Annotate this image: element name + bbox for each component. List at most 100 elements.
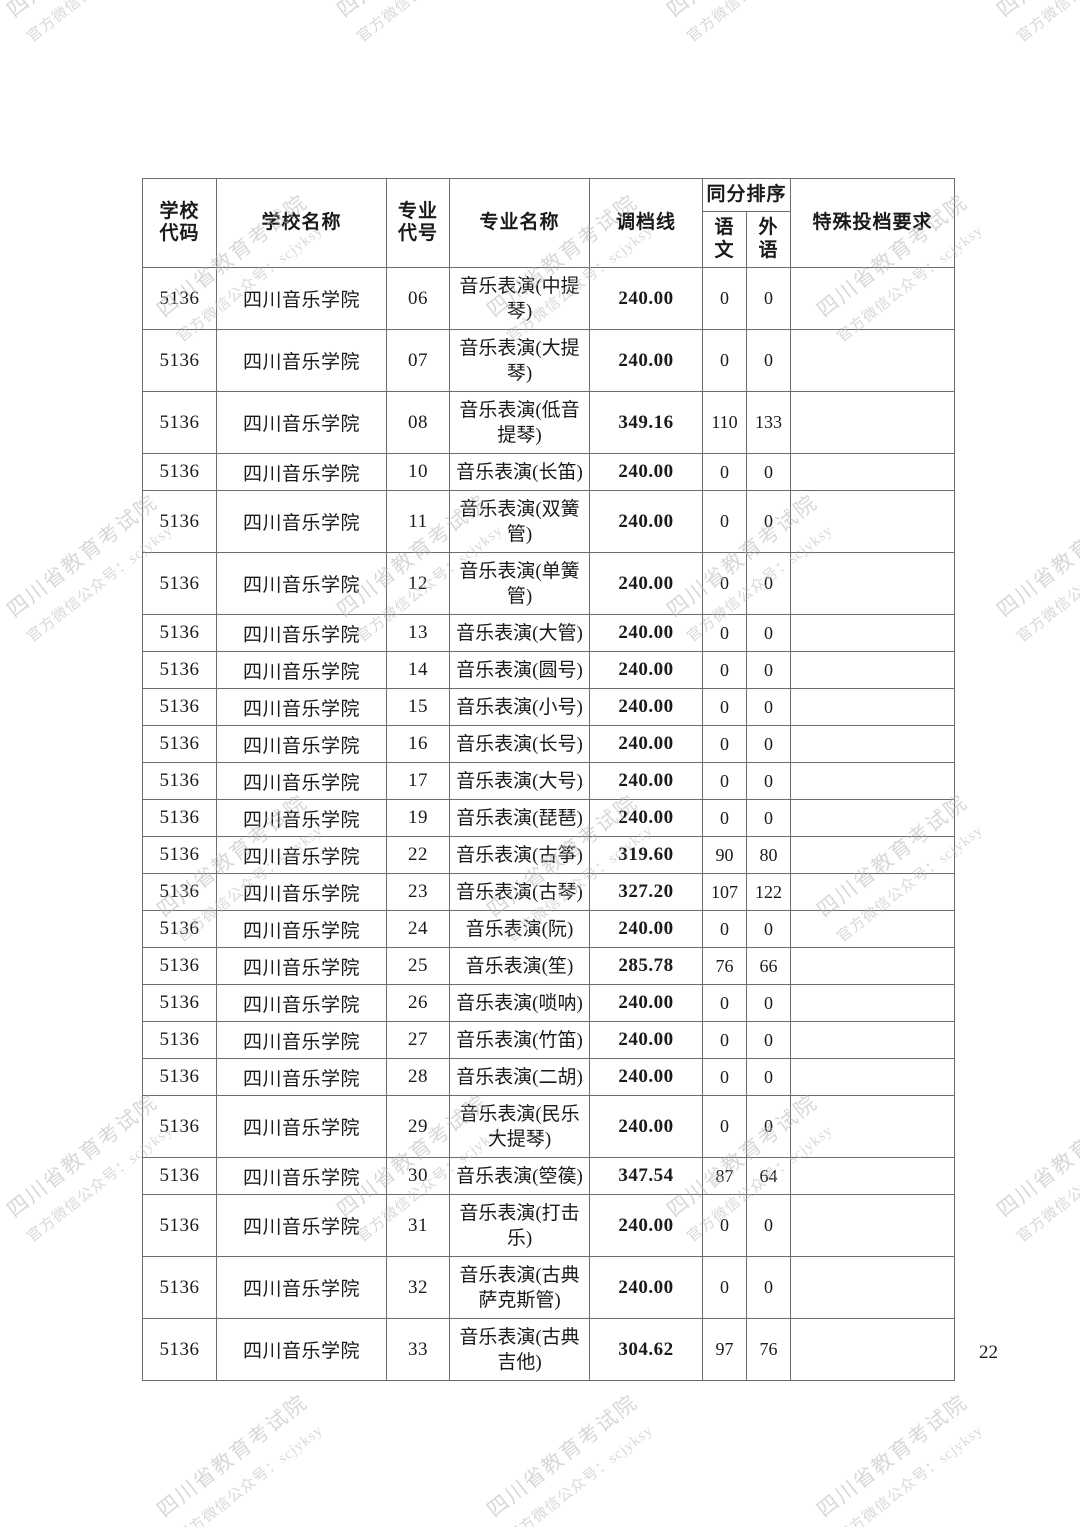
watermark-subtext: 官方微信公众号：scjyksy (1014, 1122, 1080, 1246)
cell-chinese: 0 (702, 762, 747, 801)
cell-school-code: 5136 (142, 1194, 217, 1258)
cell-special (790, 490, 956, 554)
cell-major-code: 17 (386, 762, 450, 801)
cell-special (790, 651, 956, 690)
watermark-subtext: 官方微信公众号：scjyksy (834, 1422, 987, 1527)
table-row: 5136 四川音乐学院 10 音乐表演(长笛) 240.00 0 0 (142, 453, 956, 492)
cell-score-line: 240.00 (589, 1194, 703, 1258)
cell-major-code: 16 (386, 725, 450, 764)
cell-school-code: 5136 (142, 490, 217, 554)
table-row: 5136 四川音乐学院 12 音乐表演(单簧管) 240.00 0 0 (142, 552, 956, 616)
cell-chinese: 0 (702, 552, 747, 616)
cell-score-line: 285.78 (589, 947, 703, 986)
watermark-subtext: 官方微信公众号：scjyksy (682, 0, 837, 47)
cell-school-name: 四川音乐学院 (216, 799, 387, 838)
cell-major-code: 19 (386, 799, 450, 838)
cell-score-line: 240.00 (589, 490, 703, 554)
cell-major-code: 32 (386, 1256, 450, 1320)
table-row: 5136 四川音乐学院 19 音乐表演(琵琶) 240.00 0 0 (142, 799, 956, 838)
cell-score-line: 319.60 (589, 836, 703, 875)
cell-score-line: 240.00 (589, 329, 703, 393)
watermark-subtext: 官方微信公众号：scjyksy (174, 1422, 327, 1527)
cell-chinese: 110 (702, 391, 747, 455)
cell-school-name: 四川音乐学院 (216, 1256, 387, 1320)
cell-special (790, 1021, 956, 1060)
cell-foreign: 0 (745, 688, 792, 727)
cell-major-name: 音乐表演(竹笛) (449, 1021, 590, 1060)
cell-score-line: 240.00 (589, 1256, 703, 1320)
cell-major-name: 音乐表演(长号) (449, 725, 590, 764)
cell-foreign: 0 (745, 1058, 792, 1097)
cell-score-line: 240.00 (589, 552, 703, 616)
page-number: 22 (979, 1342, 998, 1363)
table-row: 5136 四川音乐学院 22 音乐表演(古筝) 319.60 90 80 (142, 836, 956, 875)
cell-school-name: 四川音乐学院 (216, 725, 387, 764)
cell-school-name: 四川音乐学院 (216, 1318, 387, 1382)
cell-score-line: 240.00 (589, 267, 703, 331)
watermark-subtext: 官方微信公众号：scjyksy (504, 1422, 657, 1527)
cell-major-name: 音乐表演(古典吉他) (449, 1318, 590, 1382)
cell-school-name: 四川音乐学院 (216, 762, 387, 801)
table-row: 5136 四川音乐学院 30 音乐表演(箜篌) 347.54 87 64 (142, 1157, 956, 1196)
table-row: 5136 四川音乐学院 26 音乐表演(唢呐) 240.00 0 0 (142, 984, 956, 1023)
cell-school-code: 5136 (142, 552, 217, 616)
cell-major-name: 音乐表演(古琴) (449, 873, 590, 912)
cell-special (790, 725, 956, 764)
cell-special (790, 267, 956, 331)
cell-chinese: 0 (702, 1021, 747, 1060)
cell-special (790, 688, 956, 727)
cell-major-code: 13 (386, 614, 450, 653)
cell-score-line: 240.00 (589, 799, 703, 838)
cell-school-code: 5136 (142, 1058, 217, 1097)
cell-school-code: 5136 (142, 984, 217, 1023)
cell-major-name: 音乐表演(大号) (449, 762, 590, 801)
cell-chinese: 87 (702, 1157, 747, 1196)
cell-major-code: 14 (386, 651, 450, 690)
cell-major-code: 15 (386, 688, 450, 727)
table-row: 5136 四川音乐学院 31 音乐表演(打击乐) 240.00 0 0 (142, 1194, 956, 1258)
cell-major-code: 27 (386, 1021, 450, 1060)
table-row: 5136 四川音乐学院 25 音乐表演(笙) 285.78 76 66 (142, 947, 956, 986)
cell-chinese: 107 (702, 873, 747, 912)
cell-school-name: 四川音乐学院 (216, 947, 387, 986)
cell-major-code: 25 (386, 947, 450, 986)
cell-major-name: 音乐表演(二胡) (449, 1058, 590, 1097)
cell-foreign: 0 (745, 453, 792, 492)
cell-school-name: 四川音乐学院 (216, 873, 387, 912)
cell-chinese: 0 (702, 267, 747, 331)
cell-score-line: 240.00 (589, 688, 703, 727)
cell-chinese: 76 (702, 947, 747, 986)
cell-foreign: 66 (745, 947, 792, 986)
table-row: 5136 四川音乐学院 32 音乐表演(古典萨克斯管) 240.00 0 0 (142, 1256, 956, 1320)
cell-foreign: 0 (745, 762, 792, 801)
cell-school-code: 5136 (142, 614, 217, 653)
admission-score-table-container: 学校 代码 学校名称 专业 代号 专业名称 调档线 同分排序 特殊投档要求 语文… (142, 177, 956, 1382)
cell-major-code: 06 (386, 267, 450, 331)
watermark-text: 四川省教育考试院 (990, 0, 1080, 24)
cell-special (790, 1194, 956, 1258)
cell-chinese: 0 (702, 1256, 747, 1320)
table-row: 5136 四川音乐学院 06 音乐表演(中提琴) 240.00 0 0 (142, 267, 956, 331)
watermark-subtext: 官方微信公众号：scjyksy (1012, 0, 1080, 47)
cell-major-code: 29 (386, 1095, 450, 1159)
cell-major-name: 音乐表演(古典萨克斯管) (449, 1256, 590, 1320)
header-subrow: 语文 外语 (143, 211, 955, 269)
watermark-text: 四川省教育考试院 (2, 1089, 163, 1223)
cell-major-name: 音乐表演(琵琶) (449, 799, 590, 838)
cell-chinese: 0 (702, 614, 747, 653)
cell-school-name: 四川音乐学院 (216, 1194, 387, 1258)
watermark-text: 四川省教育考试院 (0, 0, 163, 24)
cell-major-code: 26 (386, 984, 450, 1023)
cell-school-name: 四川音乐学院 (216, 836, 387, 875)
cell-school-name: 四川音乐学院 (216, 267, 387, 331)
table-row: 5136 四川音乐学院 17 音乐表演(大号) 240.00 0 0 (142, 762, 956, 801)
table-row: 5136 四川音乐学院 16 音乐表演(长号) 240.00 0 0 (142, 725, 956, 764)
cell-foreign: 0 (745, 614, 792, 653)
cell-score-line: 349.16 (589, 391, 703, 455)
cell-chinese: 0 (702, 725, 747, 764)
cell-chinese: 97 (702, 1318, 747, 1382)
cell-school-name: 四川音乐学院 (216, 984, 387, 1023)
cell-school-code: 5136 (142, 651, 217, 690)
cell-major-code: 31 (386, 1194, 450, 1258)
